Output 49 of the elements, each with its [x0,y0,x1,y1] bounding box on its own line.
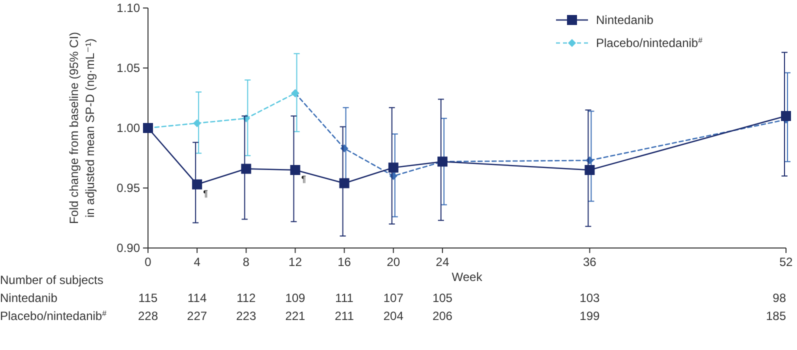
point [388,162,398,173]
text: 206 [432,309,453,323]
point [781,111,791,121]
text: Nintedanib [0,291,58,305]
text: 185 [766,309,786,323]
text: 111 [335,291,354,305]
text: 227 [187,309,208,323]
text: 114 [188,291,207,305]
annotation: ¶ [203,188,208,198]
x-tick-label: 36 [583,255,597,269]
point [339,178,350,188]
text: 204 [383,309,404,323]
y-tick-label: 0.90 [116,241,140,256]
text: 221 [285,309,306,323]
y-tick-label: 1.05 [116,61,140,76]
point [193,119,202,128]
x-tick-label: 24 [436,255,450,269]
x-axis-title: Week [452,270,484,284]
legend-label: Placebo/nintedanib$^{#}$ [596,36,704,50]
text: 112 [236,291,256,305]
x-tick-label: 16 [338,255,352,269]
point [241,164,252,174]
text: 105 [432,291,453,305]
x-tick-label: 8 [242,255,250,269]
x-tick-label: 20 [386,255,400,269]
legend-label: Nintedanib [596,13,654,28]
point [584,165,595,175]
text: 211 [334,309,354,323]
text: 223 [236,309,256,323]
y-tick-label: 0.95 [116,181,140,196]
x-tick-label: 0 [144,255,152,269]
text: 228 [138,309,158,323]
text: 107 [383,291,404,305]
y-tick-label: 1.10 [116,1,140,16]
text: 103 [580,291,600,305]
text: 98 [772,291,786,305]
text: 199 [580,309,600,323]
x-tick-label: 12 [288,255,302,269]
x-tick-label: 4 [194,255,201,269]
point [290,165,300,175]
text: Number of subjects [0,273,104,287]
annotation: ¶ [301,174,306,184]
text: Placebo/nintedanib$^{#}$ [0,308,106,323]
text: 115 [138,291,158,305]
y-axis-title: Fold change from baseline (95% CI) in adjusted mean SP-D (ng·mL⁻¹) [67,32,97,224]
point [192,179,202,190]
y-tick-label: 1.00 [116,121,140,136]
x-tick-label: 52 [779,255,793,269]
text: 109 [285,291,306,305]
